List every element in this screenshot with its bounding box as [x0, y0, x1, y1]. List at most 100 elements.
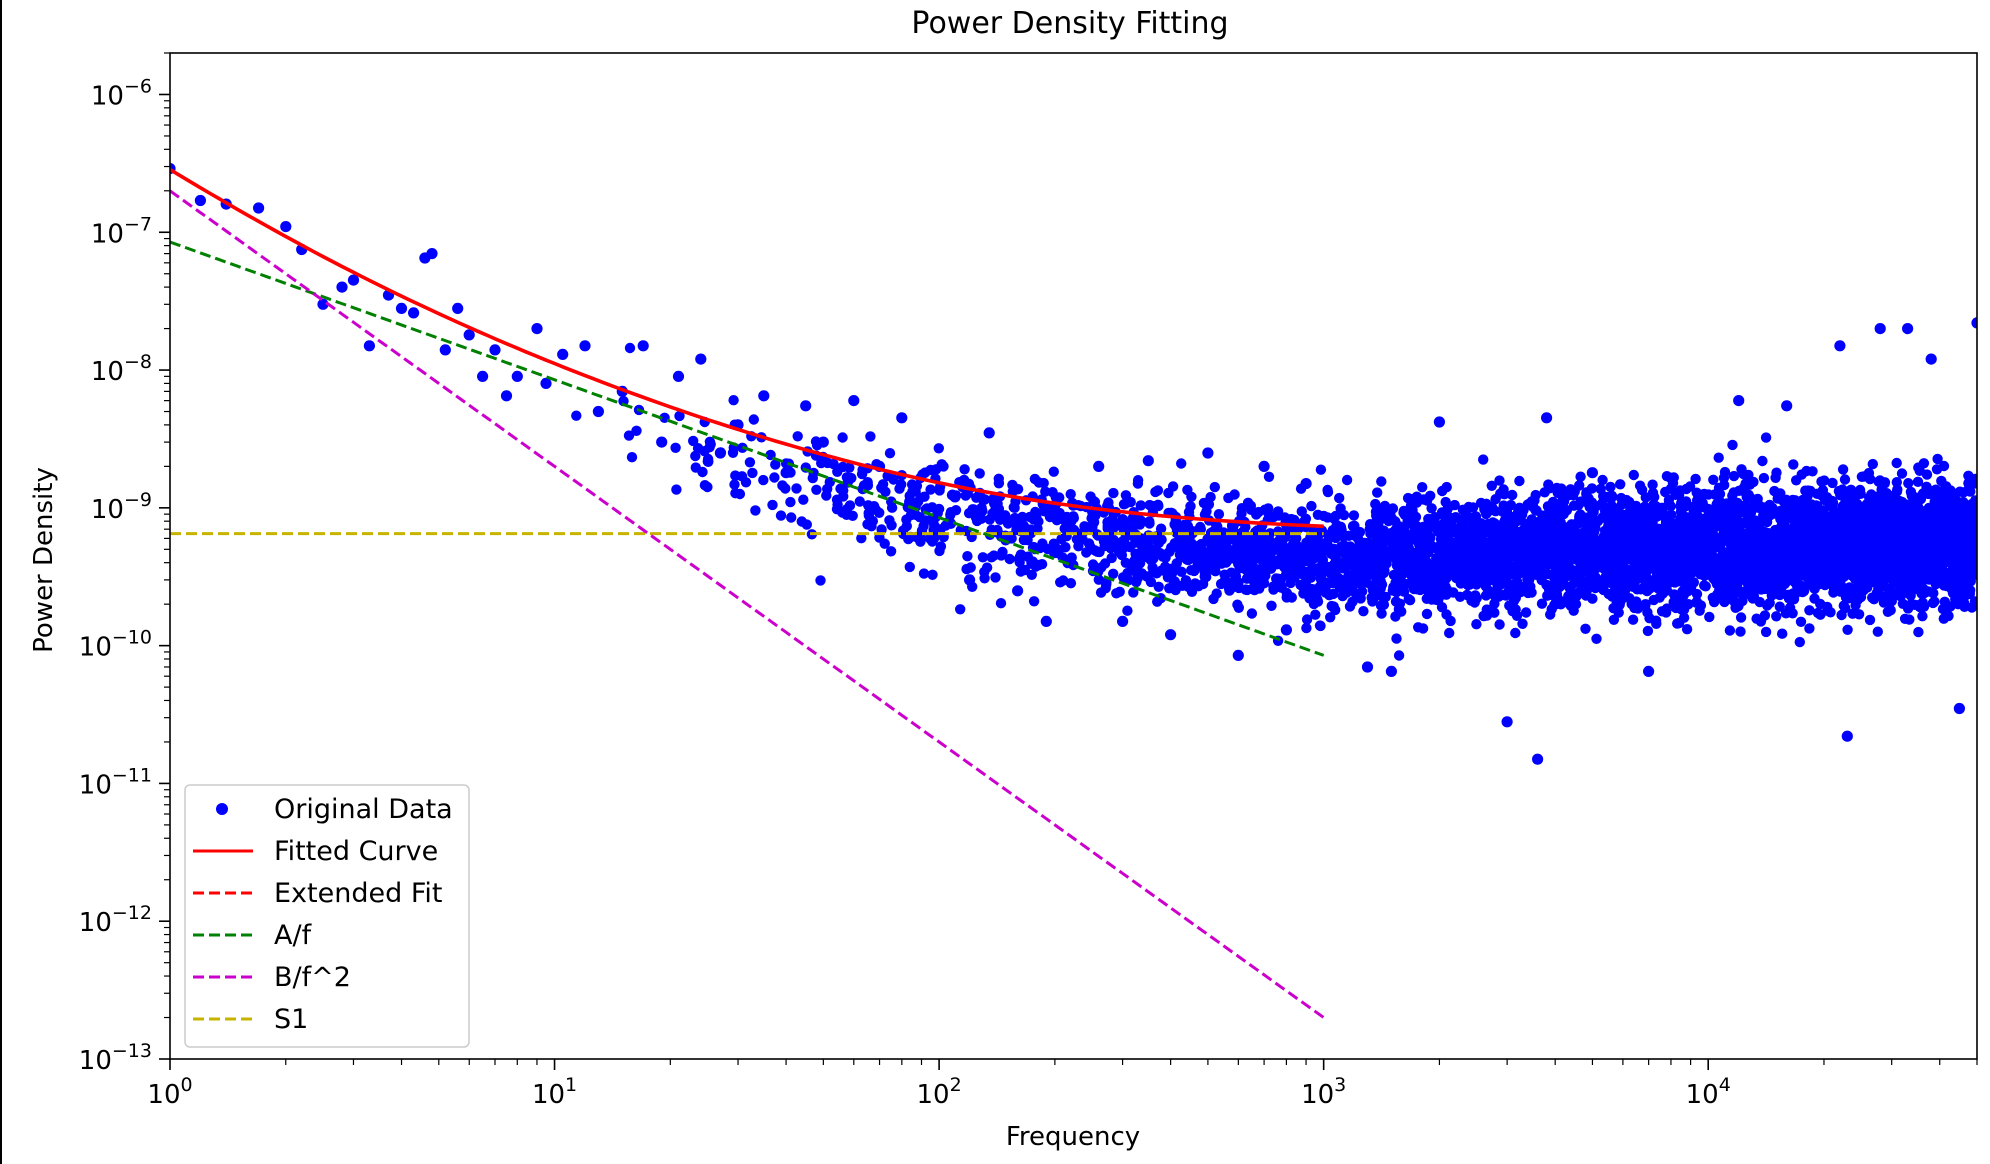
- data-point: [1635, 584, 1646, 595]
- data-point: [1186, 586, 1198, 597]
- data-point: [1040, 486, 1051, 497]
- data-point: [1844, 582, 1855, 593]
- data-point: [1312, 594, 1323, 605]
- data-point: [1049, 547, 1060, 559]
- data-point: [1135, 533, 1146, 544]
- data-point: [786, 512, 797, 523]
- data-point: [1928, 588, 1939, 599]
- data-point: [1847, 608, 1858, 619]
- data-point: [1648, 594, 1659, 606]
- data-point: [1403, 542, 1415, 554]
- data-point: [865, 431, 876, 442]
- data-point: [962, 488, 973, 499]
- data-point: [1068, 559, 1079, 571]
- data-point: [977, 505, 988, 517]
- data-point: [1684, 481, 1696, 492]
- data-point: [1718, 528, 1729, 539]
- data-point: [1018, 534, 1030, 546]
- data-point: [1804, 605, 1815, 616]
- data-point: [856, 533, 867, 544]
- data-point: [844, 462, 855, 473]
- data-point: [1499, 556, 1510, 567]
- data-point: [671, 484, 682, 495]
- data-point: [1180, 575, 1192, 586]
- data-point: [1007, 486, 1018, 497]
- data-point: [1240, 584, 1251, 595]
- data-point: [1605, 481, 1616, 493]
- data-point: [1482, 506, 1493, 518]
- data-point: [1771, 611, 1782, 622]
- data-point: [1026, 569, 1038, 580]
- data-point: [1505, 499, 1517, 511]
- data-point: [1132, 475, 1144, 486]
- data-point: [1341, 474, 1353, 486]
- data-point: [1847, 569, 1859, 580]
- data-point: [690, 450, 701, 462]
- data-point: [1879, 477, 1891, 488]
- data-point: [1461, 589, 1473, 601]
- data-point: [1882, 606, 1894, 617]
- data-point: [1703, 556, 1715, 568]
- data-point: [1733, 485, 1745, 496]
- data-point: [1474, 551, 1485, 562]
- data-point: [1938, 460, 1950, 472]
- data-point: [1245, 500, 1257, 511]
- data-point: [1521, 548, 1533, 560]
- data-point: [1661, 585, 1673, 596]
- data-point: [1628, 469, 1640, 481]
- data-point: [1058, 575, 1069, 586]
- data-point: [1771, 467, 1782, 478]
- data-point: [1314, 620, 1326, 631]
- data-point: [1375, 526, 1386, 537]
- data-point: [1622, 564, 1633, 576]
- data-point: [1584, 542, 1595, 553]
- data-point: [1108, 568, 1119, 579]
- data-point: [1556, 496, 1568, 507]
- data-point: [1691, 588, 1703, 600]
- data-point: [1198, 497, 1210, 509]
- data-point: [1700, 532, 1711, 543]
- data-point: [1646, 512, 1657, 523]
- data-point: [1352, 559, 1363, 570]
- data-point: [1253, 506, 1264, 518]
- data-point: [727, 447, 739, 458]
- data-point: [1683, 599, 1694, 610]
- data-point: [1423, 587, 1435, 599]
- data-point: [1910, 518, 1922, 529]
- data-point: [1718, 472, 1730, 484]
- data-point: [838, 485, 849, 496]
- data-point: [1814, 517, 1825, 528]
- data-point: [1735, 626, 1746, 637]
- data-point: [1760, 626, 1772, 638]
- data-point: [1507, 489, 1518, 501]
- data-point: [1176, 552, 1188, 563]
- data-point: [933, 443, 944, 454]
- data-point: [1694, 605, 1705, 616]
- data-point: [1399, 509, 1410, 520]
- data-point: [1939, 596, 1951, 607]
- data-point: [1487, 517, 1499, 528]
- data-point: [1060, 542, 1071, 553]
- data-point: [618, 395, 629, 407]
- data-point: [1263, 471, 1275, 482]
- data-point: [1376, 608, 1387, 619]
- data-point: [1249, 584, 1260, 596]
- data-point: [885, 546, 897, 557]
- scatter-layer: [170, 163, 1977, 765]
- data-point: [1827, 477, 1838, 489]
- data-point: [1917, 597, 1928, 608]
- data-point: [1764, 499, 1775, 511]
- data-point: [1266, 600, 1277, 611]
- data-point: [931, 464, 942, 475]
- data-point: [1536, 598, 1548, 609]
- data-point: [1835, 546, 1847, 558]
- data-point: [791, 483, 802, 494]
- data-point: [1664, 500, 1676, 511]
- data-point: [770, 459, 781, 470]
- data-point: [1186, 491, 1197, 502]
- data-point: [1123, 575, 1134, 586]
- data-point: [1494, 475, 1505, 486]
- data-point: [1153, 581, 1164, 592]
- data-point: [1386, 527, 1398, 538]
- data-point: [1868, 526, 1880, 537]
